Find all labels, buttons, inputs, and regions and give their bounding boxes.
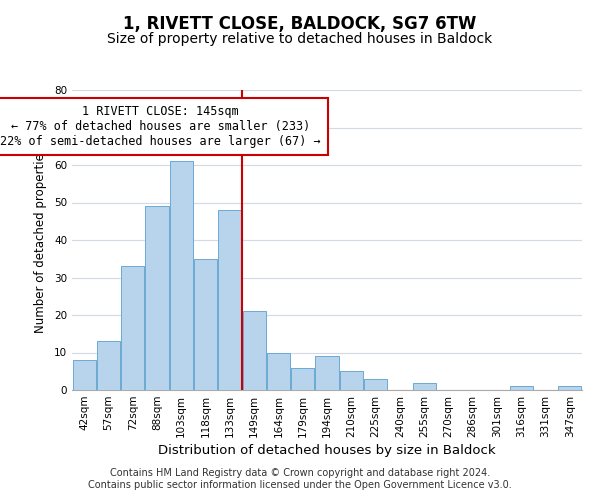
Bar — [559, 386, 581, 390]
Text: Size of property relative to detached houses in Baldock: Size of property relative to detached ho… — [107, 32, 493, 46]
X-axis label: Distribution of detached houses by size in Baldock: Distribution of detached houses by size … — [158, 444, 496, 457]
Bar — [73, 360, 95, 390]
Bar — [194, 259, 217, 390]
Text: Contains HM Land Registry data © Crown copyright and database right 2024.
Contai: Contains HM Land Registry data © Crown c… — [88, 468, 512, 490]
Text: 1 RIVETT CLOSE: 145sqm
← 77% of detached houses are smaller (233)
22% of semi-de: 1 RIVETT CLOSE: 145sqm ← 77% of detached… — [1, 105, 321, 148]
Bar — [340, 371, 363, 390]
Bar — [121, 266, 144, 390]
Bar — [242, 311, 266, 390]
Bar — [364, 379, 387, 390]
Bar — [145, 206, 169, 390]
Bar — [218, 210, 241, 390]
Text: 1, RIVETT CLOSE, BALDOCK, SG7 6TW: 1, RIVETT CLOSE, BALDOCK, SG7 6TW — [124, 15, 476, 33]
Bar — [170, 161, 193, 390]
Bar — [510, 386, 533, 390]
Bar — [97, 341, 120, 390]
Y-axis label: Number of detached properties: Number of detached properties — [34, 147, 47, 333]
Bar — [291, 368, 314, 390]
Bar — [316, 356, 338, 390]
Bar — [413, 382, 436, 390]
Bar — [267, 352, 290, 390]
